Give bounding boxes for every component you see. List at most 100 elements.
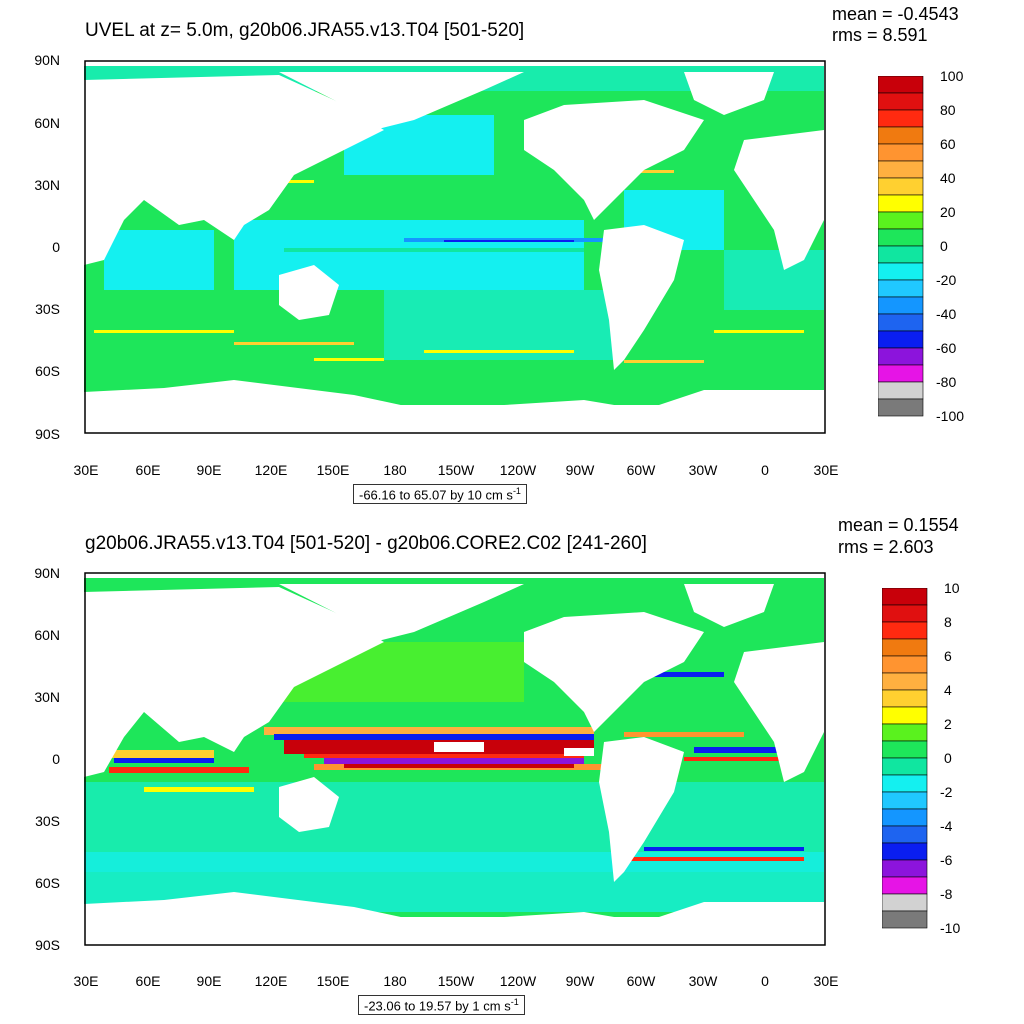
colorbar-swatch xyxy=(878,143,924,162)
p1-range-box: -66.16 to 65.07 by 10 cm s-1 xyxy=(353,484,527,505)
panel-2-map xyxy=(84,572,828,946)
colorbar-swatch xyxy=(878,381,924,400)
p2-lon-labels: 30E 60E 90E 120E 150E 180 150W 120W 90W … xyxy=(61,973,861,993)
p1-cb-label-0: 0 xyxy=(940,238,948,254)
colorbar-swatch xyxy=(878,398,924,417)
colorbar-swatch xyxy=(878,211,924,230)
p1-lat-90s: 90S xyxy=(35,426,60,442)
colorbar-swatch xyxy=(882,825,928,844)
panel-1-title: UVEL at z= 5.0m, g20b06.JRA55.v13.T04 [5… xyxy=(85,20,525,41)
panel-2-map-svg xyxy=(84,572,826,946)
p2-colorbar-svg xyxy=(882,588,928,929)
p2-cb-label-8: 8 xyxy=(944,614,952,630)
p1-lon-150e: 150E xyxy=(316,462,350,478)
p1-lon-180: 180 xyxy=(383,462,407,478)
colorbar-swatch xyxy=(882,774,928,793)
p1-cb-label-80: 80 xyxy=(940,102,956,118)
p1-cb-label-60: 60 xyxy=(940,136,956,152)
p2-lon-0: 0 xyxy=(761,973,769,989)
p2-colorbar xyxy=(882,588,928,930)
p1-cb-label-100: 100 xyxy=(940,68,964,84)
p1-cb-label-m20: -20 xyxy=(936,272,957,288)
colorbar-swatch xyxy=(878,245,924,264)
p2-cb-label-6: 6 xyxy=(944,648,952,664)
colorbar-swatch xyxy=(878,76,924,94)
p2-cb-label-m4: -4 xyxy=(940,818,953,834)
p1-lon-30e-right: 30E xyxy=(813,462,839,478)
colorbar-swatch xyxy=(882,655,928,674)
p1-lon-0: 0 xyxy=(761,462,769,478)
p1-lon-60e: 60E xyxy=(135,462,161,478)
p2-lon-150e: 150E xyxy=(316,973,350,989)
p1-lon-60w: 60W xyxy=(626,462,656,478)
p2-lat-90n: 90N xyxy=(34,565,60,581)
p1-cb-label-m100: -100 xyxy=(936,408,965,424)
p2-lat-0: 0 xyxy=(52,751,60,767)
p1-lat-60s: 60S xyxy=(35,363,60,379)
colorbar-swatch xyxy=(878,313,924,332)
colorbar-swatch xyxy=(882,723,928,742)
p2-lon-30e: 30E xyxy=(73,973,99,989)
panel-2-title: g20b06.JRA55.v13.T04 [501-520] - g20b06.… xyxy=(85,533,647,554)
colorbar-swatch xyxy=(882,842,928,861)
colorbar-swatch xyxy=(878,177,924,196)
panel-2-mean: mean = 0.1554 xyxy=(838,515,959,535)
p2-lon-120e: 120E xyxy=(254,973,288,989)
colorbar-swatch xyxy=(878,262,924,281)
p1-lon-labels: 30E 60E 90E 120E 150E 180 150W 120W 90W … xyxy=(61,462,861,482)
p1-lat-0: 0 xyxy=(52,239,60,255)
p2-cb-label-m10: -10 xyxy=(940,920,961,936)
p2-cb-label-m2: -2 xyxy=(940,784,953,800)
panel-1-map-svg xyxy=(84,60,826,434)
colorbar-swatch xyxy=(882,621,928,640)
colorbar-swatch xyxy=(878,194,924,213)
p2-range-text: -23.06 to 19.57 by 1 cm s xyxy=(364,998,511,1014)
p1-range-sup: -1 xyxy=(512,486,521,496)
colorbar-swatch xyxy=(878,279,924,298)
panel-1-map xyxy=(84,60,828,434)
p2-lat-90s: 90S xyxy=(35,937,60,953)
p1-cb-label-m40: -40 xyxy=(936,306,957,322)
colorbar-swatch xyxy=(882,604,928,623)
p2-lat-60s: 60S xyxy=(35,875,60,891)
p1-cb-label-m80: -80 xyxy=(936,374,957,390)
p2-lat-60n: 60N xyxy=(34,627,60,643)
p1-cb-label-20: 20 xyxy=(940,204,956,220)
p1-lon-120w: 120W xyxy=(499,462,537,478)
colorbar-swatch xyxy=(882,638,928,657)
p1-lon-120e: 120E xyxy=(254,462,288,478)
p2-lon-90e: 90E xyxy=(196,973,222,989)
colorbar-swatch xyxy=(882,672,928,691)
p2-lon-180: 180 xyxy=(383,973,407,989)
p2-lon-120w: 120W xyxy=(499,973,537,989)
p2-lon-60w: 60W xyxy=(626,973,656,989)
colorbar-swatch xyxy=(882,706,928,725)
colorbar-swatch xyxy=(878,126,924,145)
p1-lat-90n: 90N xyxy=(34,52,60,68)
p1-lon-90w: 90W xyxy=(565,462,595,478)
p2-cb-label-m6: -6 xyxy=(940,852,953,868)
p2-lon-30e-right: 30E xyxy=(813,973,839,989)
p1-cb-label-m60: -60 xyxy=(936,340,957,356)
p2-cb-label-10: 10 xyxy=(944,580,960,596)
p2-range-sup: -1 xyxy=(510,997,519,1007)
colorbar-swatch xyxy=(878,160,924,179)
colorbar-swatch xyxy=(882,808,928,827)
colorbar-swatch xyxy=(878,296,924,315)
colorbar-swatch xyxy=(878,92,924,111)
p1-lon-30w: 30W xyxy=(688,462,718,478)
panel-2-rms: rms = 2.603 xyxy=(838,537,934,557)
colorbar-swatch xyxy=(882,689,928,708)
colorbar-swatch xyxy=(878,347,924,366)
p1-lon-150w: 150W xyxy=(437,462,475,478)
colorbar-swatch xyxy=(878,364,924,383)
p2-lon-60e: 60E xyxy=(135,973,161,989)
p1-lon-30e: 30E xyxy=(73,462,99,478)
colorbar-swatch xyxy=(882,757,928,776)
p1-lon-90e: 90E xyxy=(196,462,222,478)
colorbar-swatch xyxy=(882,588,928,606)
colorbar-swatch xyxy=(882,859,928,878)
colorbar-swatch xyxy=(882,791,928,810)
colorbar-swatch xyxy=(882,893,928,912)
panel-1-mean: mean = -0.4543 xyxy=(832,4,959,24)
